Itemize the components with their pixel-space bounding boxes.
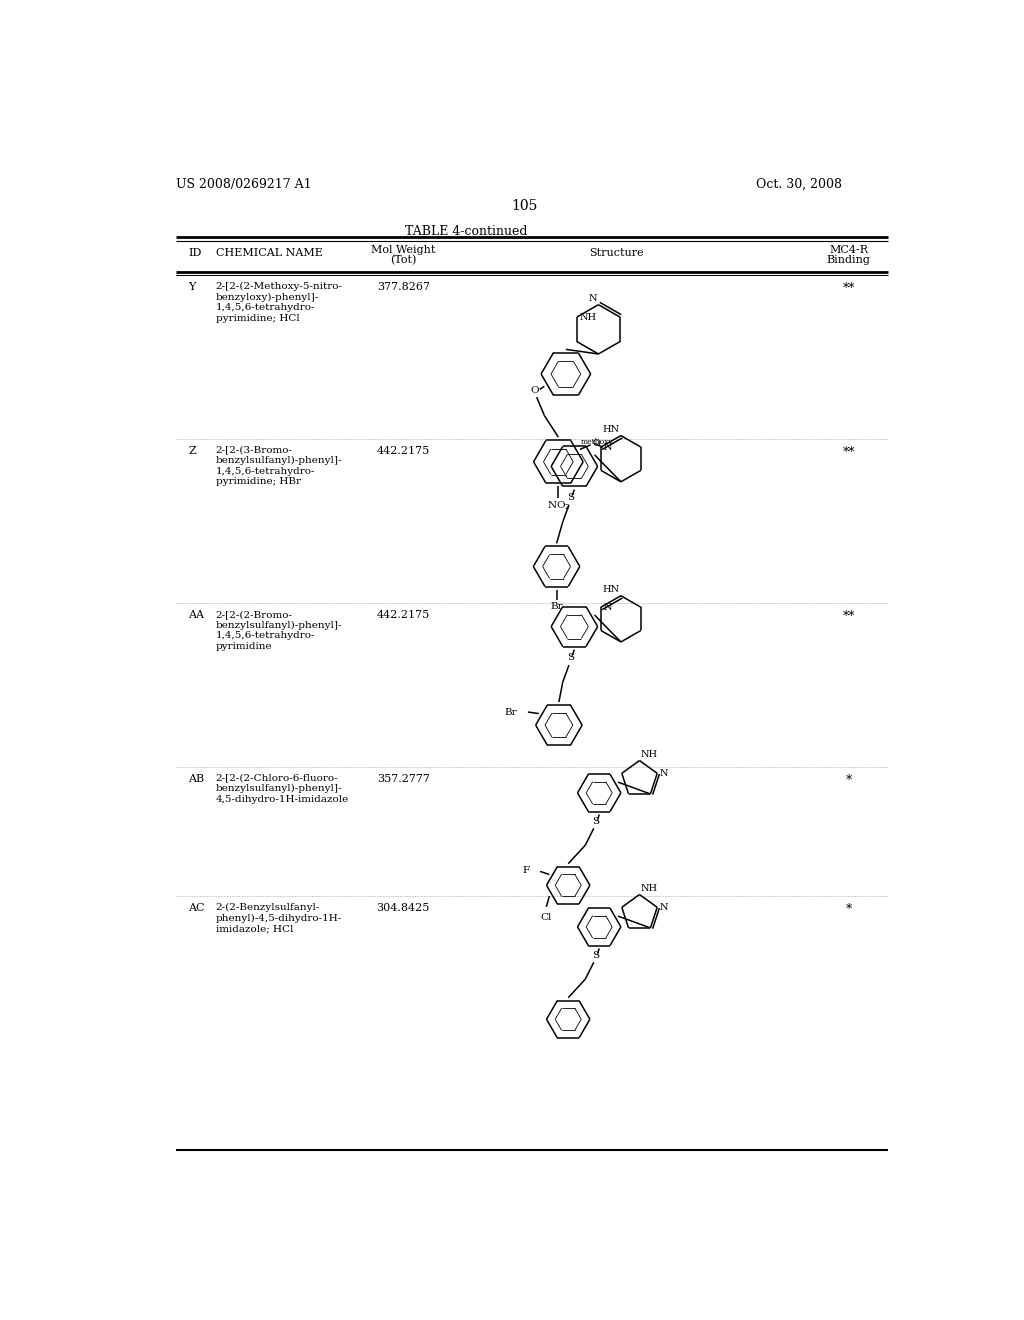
Text: S: S: [567, 492, 574, 502]
Text: HN: HN: [602, 425, 620, 434]
Text: HN: HN: [602, 585, 620, 594]
Text: methoxy: methoxy: [581, 438, 613, 446]
Text: TABLE 4-continued: TABLE 4-continued: [406, 226, 528, 239]
Text: Y: Y: [188, 282, 196, 292]
Text: O: O: [530, 387, 540, 396]
Text: 377.8267: 377.8267: [377, 282, 430, 292]
Text: NH: NH: [641, 884, 658, 892]
Text: 2-[2-(2-Methoxy-5-nitro-
benzyloxy)-phenyl]-
1,4,5,6-tetrahydro-
pyrimidine; HCl: 2-[2-(2-Methoxy-5-nitro- benzyloxy)-phen…: [216, 282, 343, 323]
Text: NH: NH: [641, 750, 658, 759]
Text: N: N: [589, 294, 597, 304]
Text: 442.2175: 442.2175: [377, 446, 430, 455]
Text: **: **: [843, 282, 855, 296]
Text: NO$_2$: NO$_2$: [547, 499, 570, 512]
Text: N: N: [603, 603, 611, 611]
Text: (Tot): (Tot): [390, 255, 417, 265]
Text: F: F: [522, 866, 529, 875]
Text: *: *: [846, 903, 852, 916]
Text: CHEMICAL NAME: CHEMICAL NAME: [216, 248, 323, 257]
Text: 2-[2-(2-Chloro-6-fluoro-
benzylsulfanyl)-phenyl]-
4,5-dihydro-1H-imidazole: 2-[2-(2-Chloro-6-fluoro- benzylsulfanyl)…: [216, 774, 349, 804]
Text: *: *: [846, 774, 852, 787]
Text: AB: AB: [188, 774, 205, 784]
Text: N: N: [659, 903, 668, 912]
Text: S: S: [593, 950, 600, 960]
Text: Z: Z: [188, 446, 196, 455]
Text: N: N: [603, 442, 611, 451]
Text: AA: AA: [188, 610, 205, 620]
Text: Cl: Cl: [541, 913, 552, 921]
Text: 2-[2-(2-Bromo-
benzylsulfanyl)-phenyl]-
1,4,5,6-tetrahydro-
pyrimidine: 2-[2-(2-Bromo- benzylsulfanyl)-phenyl]- …: [216, 610, 342, 651]
Text: Mol Weight: Mol Weight: [371, 244, 435, 255]
Text: **: **: [843, 610, 855, 623]
Text: 105: 105: [512, 199, 538, 214]
Text: 2-[2-(3-Bromo-
benzylsulfanyl)-phenyl]-
1,4,5,6-tetrahydro-
pyrimidine; HBr: 2-[2-(3-Bromo- benzylsulfanyl)-phenyl]- …: [216, 446, 342, 486]
Text: Binding: Binding: [826, 255, 870, 264]
Text: **: **: [843, 446, 855, 458]
Text: O: O: [592, 438, 600, 447]
Text: US 2008/0269217 A1: US 2008/0269217 A1: [176, 178, 311, 190]
Text: Br: Br: [505, 708, 517, 717]
Text: 357.2777: 357.2777: [377, 774, 429, 784]
Text: Oct. 30, 2008: Oct. 30, 2008: [756, 178, 842, 190]
Text: 2-(2-Benzylsulfanyl-
phenyl)-4,5-dihydro-1H-
imidazole; HCl: 2-(2-Benzylsulfanyl- phenyl)-4,5-dihydro…: [216, 903, 342, 933]
Text: Structure: Structure: [589, 248, 643, 257]
Text: 304.8425: 304.8425: [377, 903, 430, 913]
Text: MC4-R: MC4-R: [829, 244, 868, 255]
Text: ID: ID: [188, 248, 202, 257]
Text: NH: NH: [580, 313, 596, 322]
Text: N: N: [659, 768, 668, 777]
Text: 442.2175: 442.2175: [377, 610, 430, 620]
Text: AC: AC: [188, 903, 205, 913]
Text: S: S: [593, 817, 600, 826]
Text: S: S: [567, 653, 574, 661]
Text: Br: Br: [550, 602, 563, 611]
